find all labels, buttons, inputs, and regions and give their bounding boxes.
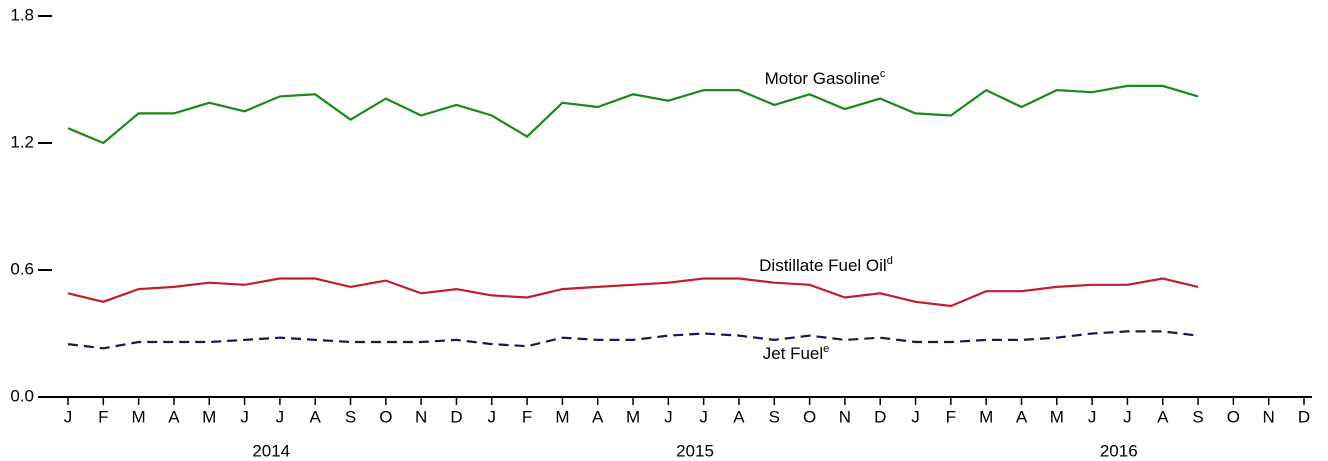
x-tick-label: J <box>911 407 920 426</box>
x-tick-label: N <box>1263 407 1275 426</box>
x-tick-label: F <box>522 407 532 426</box>
x-tick-label: F <box>946 407 956 426</box>
x-tick-label: O <box>803 407 816 426</box>
x-tick-label: D <box>1298 407 1310 426</box>
x-tick-label: S <box>1192 407 1203 426</box>
series-note: e <box>823 343 829 355</box>
series-label: Jet Fuele <box>763 343 830 364</box>
year-label: 2014 <box>252 441 290 460</box>
x-tick-label: J <box>699 407 708 426</box>
x-tick-label: J <box>488 407 497 426</box>
x-tick-label: A <box>592 407 604 426</box>
x-tick-label: N <box>415 407 427 426</box>
x-tick-label: A <box>310 407 322 426</box>
x-tick-label: A <box>733 407 745 426</box>
x-tick-label: J <box>240 407 249 426</box>
series-label: Distillate Fuel Oild <box>759 255 893 276</box>
series-name: Distillate Fuel Oil <box>759 256 887 275</box>
series-label: Motor Gasolinec <box>765 68 886 89</box>
x-tick-label: J <box>64 407 73 426</box>
x-tick-label: M <box>202 407 216 426</box>
series-name: Motor Gasoline <box>765 69 880 88</box>
x-tick-label: A <box>1157 407 1169 426</box>
x-tick-label: D <box>874 407 886 426</box>
year-label: 2016 <box>1100 441 1138 460</box>
year-label: 2015 <box>676 441 714 460</box>
x-tick-label: S <box>769 407 780 426</box>
y-tick-label: 0.0 <box>10 386 34 405</box>
y-tick-label: 1.2 <box>10 132 34 151</box>
series-line <box>67 330 1199 350</box>
series-note: d <box>887 255 893 267</box>
x-tick-label: D <box>450 407 462 426</box>
x-tick-label: J <box>664 407 673 426</box>
x-tick-label: M <box>132 407 146 426</box>
x-tick-label: N <box>839 407 851 426</box>
series-name: Jet Fuel <box>763 344 823 363</box>
x-tick-label: J <box>1088 407 1097 426</box>
series-note: c <box>880 68 886 80</box>
series-line <box>67 277 1199 308</box>
y-tick-label: 1.8 <box>10 5 34 24</box>
x-tick-label: M <box>1050 407 1064 426</box>
x-tick-label: F <box>98 407 108 426</box>
x-tick-label: O <box>1227 407 1240 426</box>
series-line <box>67 84 1199 145</box>
x-tick-label: M <box>979 407 993 426</box>
x-tick-label: S <box>345 407 356 426</box>
x-tick-label: O <box>379 407 392 426</box>
x-tick-label: M <box>626 407 640 426</box>
x-tick-label: J <box>1123 407 1132 426</box>
x-tick-label: A <box>1016 407 1028 426</box>
x-tick-label: M <box>555 407 569 426</box>
x-tick-label: A <box>168 407 180 426</box>
x-tick-label: J <box>276 407 285 426</box>
y-tick-label: 0.6 <box>10 259 34 278</box>
